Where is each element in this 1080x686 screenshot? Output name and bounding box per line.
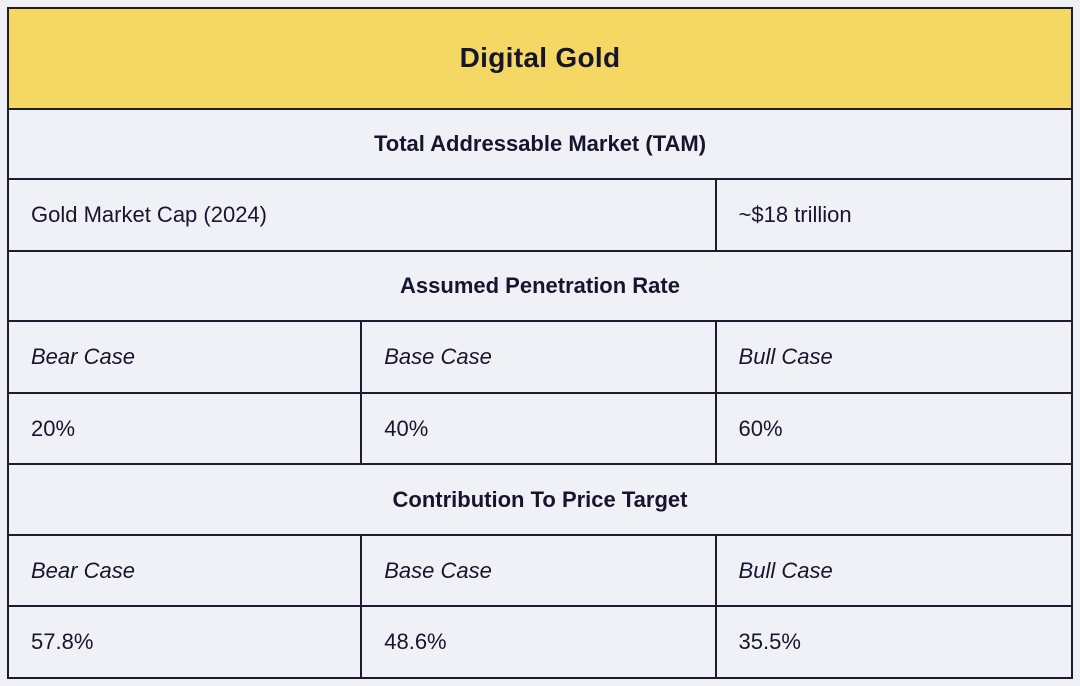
table-title: Digital Gold: [7, 7, 1073, 110]
contribution-base-case-label: Base Case: [360, 533, 717, 608]
digital-gold-table: Digital Gold Total Addressable Market (T…: [6, 7, 1074, 679]
table-row: Bear Case Base Case Bull Case: [6, 320, 1074, 394]
contribution-bull-case-value: 35.5%: [714, 605, 1074, 679]
tam-value: ~$18 trillion: [714, 178, 1074, 252]
section-header-penetration: Assumed Penetration Rate: [7, 249, 1073, 323]
penetration-base-case-value: 40%: [360, 391, 717, 466]
penetration-bull-case-value: 60%: [714, 391, 1074, 466]
table-row: Digital Gold: [7, 7, 1073, 110]
penetration-bull-case-label: Bull Case: [714, 320, 1074, 394]
table-row: Assumed Penetration Rate: [7, 249, 1073, 323]
table-row: 20% 40% 60%: [6, 391, 1074, 466]
section-header-tam: Total Addressable Market (TAM): [7, 107, 1073, 181]
table-row: 57.8% 48.6% 35.5%: [6, 605, 1074, 679]
table-row: Contribution To Price Target: [7, 463, 1073, 536]
contribution-bull-case-label: Bull Case: [714, 533, 1074, 608]
contribution-bear-case-value: 57.8%: [6, 605, 363, 679]
table-row: Total Addressable Market (TAM): [7, 107, 1073, 181]
table-row: Bear Case Base Case Bull Case: [6, 533, 1074, 608]
contribution-base-case-value: 48.6%: [360, 605, 717, 679]
penetration-bear-case-value: 20%: [6, 391, 363, 466]
contribution-bear-case-label: Bear Case: [6, 533, 363, 608]
section-header-contribution: Contribution To Price Target: [7, 463, 1073, 536]
penetration-base-case-label: Base Case: [360, 320, 717, 394]
tam-label: Gold Market Cap (2024): [7, 178, 717, 252]
table-row: Gold Market Cap (2024) ~$18 trillion: [7, 178, 1074, 252]
penetration-bear-case-label: Bear Case: [6, 320, 363, 394]
